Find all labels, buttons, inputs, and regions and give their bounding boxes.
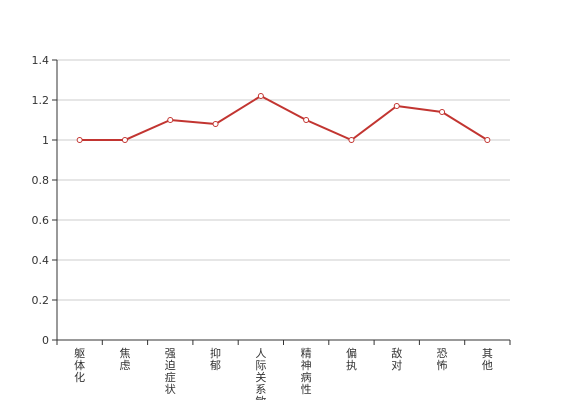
x-tick-label: 抑郁 xyxy=(210,346,221,372)
data-point xyxy=(167,117,174,123)
y-tick-label: 0.2 xyxy=(32,294,50,307)
y-tick-label: 1 xyxy=(42,134,49,147)
data-point xyxy=(303,117,310,123)
x-tick-label: 焦虑 xyxy=(119,347,130,372)
data-point xyxy=(348,137,355,143)
x-tick-label: 人际关系敏感 xyxy=(255,347,266,400)
data-point xyxy=(212,121,219,127)
data-point xyxy=(76,137,83,143)
data-point xyxy=(257,93,264,99)
y-tick-label: 0 xyxy=(42,334,49,347)
series-line xyxy=(79,95,488,141)
data-point xyxy=(439,109,446,115)
y-tick-label: 0.8 xyxy=(32,174,50,187)
x-tick-label: 强迫症状 xyxy=(165,347,176,396)
x-tick-label: 恐怖 xyxy=(437,347,448,372)
data-point xyxy=(393,103,400,109)
y-tick-label: 1.2 xyxy=(32,94,50,107)
y-tick-label: 0.6 xyxy=(32,214,50,227)
data-point xyxy=(484,137,491,143)
data-point xyxy=(121,137,128,143)
x-tick-label: 精神病性 xyxy=(301,347,312,396)
y-tick-label: 0.4 xyxy=(32,254,50,267)
x-tick-label: 躯体化 xyxy=(74,347,85,384)
x-tick-label: 其他 xyxy=(482,347,493,372)
x-tick-label: 敌对 xyxy=(391,346,402,372)
x-tick-label: 偏执 xyxy=(346,346,357,372)
y-tick-label: 1.4 xyxy=(32,54,50,67)
